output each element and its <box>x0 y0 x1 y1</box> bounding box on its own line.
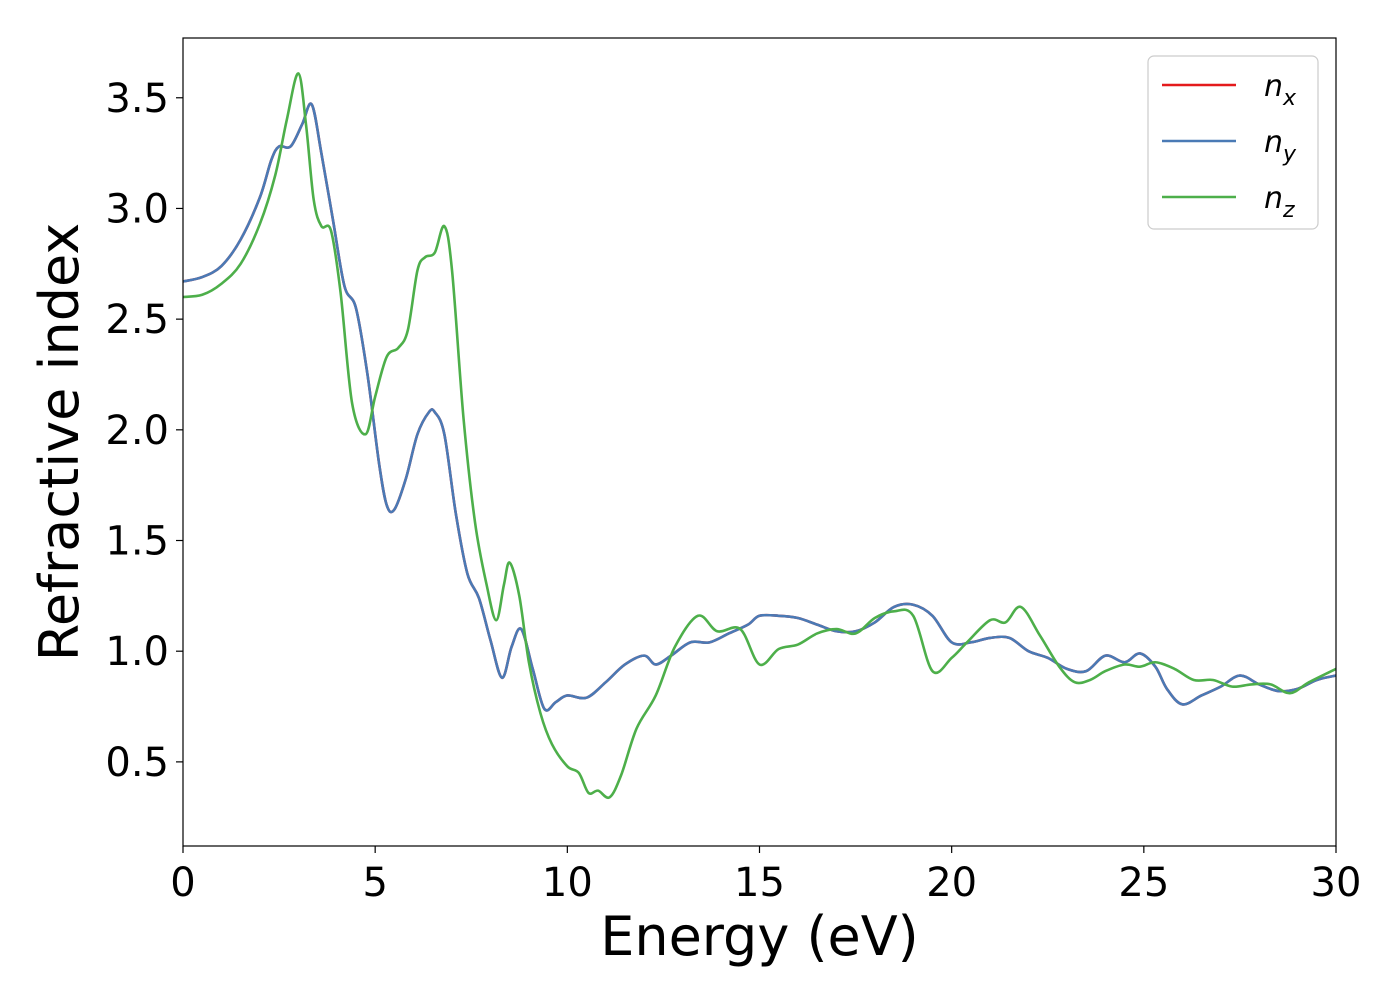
y-tick-label: 1.5 <box>105 519 169 565</box>
legend-label-subscript: y <box>1282 142 1297 167</box>
y-tick-label: 2.0 <box>105 408 169 454</box>
legend-item-x: nx <box>1162 69 1297 111</box>
x-axis-title: Energy (eV) <box>600 905 919 968</box>
x-axis: 0 5 10 15 20 25 30 <box>170 846 1361 906</box>
legend-item-z: nz <box>1162 181 1295 223</box>
y-tick-label: 0.5 <box>105 740 169 786</box>
x-tick-label: 20 <box>926 860 977 906</box>
y-axis-title: Refractive index <box>28 223 91 662</box>
x-tick-label: 25 <box>1118 860 1169 906</box>
y-tick-label: 2.5 <box>105 297 169 343</box>
x-tick-label: 5 <box>362 860 387 906</box>
x-tick-label: 30 <box>1311 860 1362 906</box>
legend-label-subscript: x <box>1282 86 1297 111</box>
y-tick-label: 3.5 <box>105 76 169 122</box>
x-tick-label: 0 <box>170 860 195 906</box>
y-tick-label: 3.0 <box>105 186 169 232</box>
legend-label-base: n <box>1264 125 1283 160</box>
legend-label: ny <box>1264 125 1297 167</box>
y-axis: 0.5 1.0 1.5 2.0 2.5 3.0 3.5 <box>105 76 183 786</box>
x-tick-label: 10 <box>542 860 593 906</box>
legend-box <box>1147 55 1319 230</box>
series-line-z <box>183 72 1336 800</box>
legend-label-subscript: z <box>1282 198 1295 223</box>
legend-label: nz <box>1264 181 1295 223</box>
y-tick-label: 1.0 <box>105 629 169 675</box>
legend-item-y: ny <box>1162 125 1297 167</box>
legend-label-base: n <box>1264 69 1283 104</box>
x-tick-label: 15 <box>734 860 785 906</box>
series-line-y <box>183 102 1336 712</box>
legend-label-base: n <box>1264 181 1283 216</box>
legend-label: nx <box>1264 69 1297 111</box>
series-layer <box>183 72 1336 800</box>
